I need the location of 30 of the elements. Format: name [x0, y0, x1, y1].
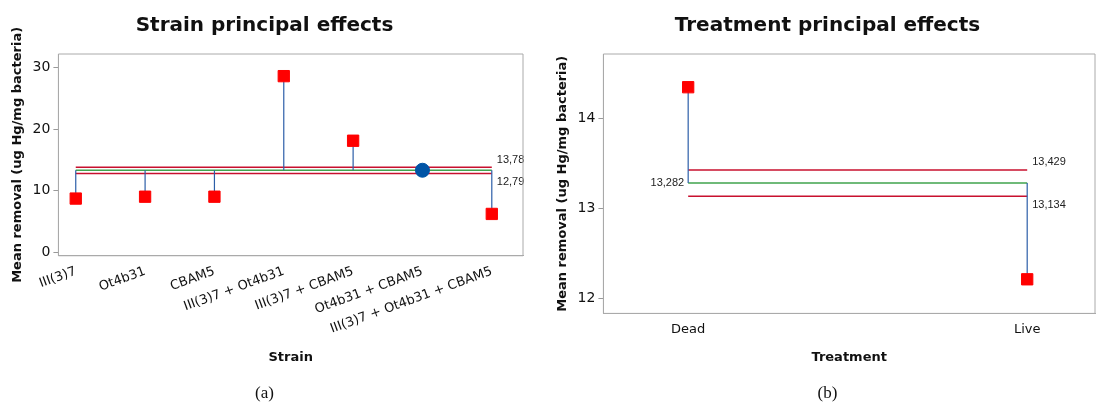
y-tick-label: 13 — [577, 199, 596, 216]
point — [138, 190, 152, 203]
point — [277, 69, 290, 83]
chart-title: Strain principal effects — [135, 12, 394, 37]
ref-line-label: 13,429 — [1032, 155, 1066, 168]
point — [485, 207, 498, 221]
ref-line-label: 12,79 — [496, 174, 525, 187]
y-tick-label: 10 — [32, 181, 51, 198]
x-axis-title: Strain — [268, 349, 313, 365]
text: (a) — [255, 383, 274, 403]
point — [208, 190, 221, 203]
x-tick-label: III(3)7 — [36, 262, 78, 291]
y-tick-label: 12 — [577, 288, 596, 305]
y-tick-label: 20 — [32, 119, 51, 136]
chart-title: Treatment principal effects — [674, 12, 981, 37]
ref-line-label: 13,78 — [496, 152, 525, 165]
y-axis-title: Mean removal (ug Hg/mg bacteria) — [554, 55, 570, 312]
y-tick-label: 30 — [32, 58, 51, 75]
x-tick-label: Live — [1013, 320, 1041, 336]
point — [414, 162, 430, 178]
y-tick-label: 0 — [41, 242, 51, 259]
ref-line-label: 13,282 — [650, 176, 685, 189]
y-tick-label: 14 — [577, 109, 596, 126]
x-axis-title: Treatment — [811, 349, 887, 365]
text: (b) — [817, 383, 838, 403]
x-tick-label: Dead — [671, 320, 706, 336]
ref-line-label: 13,134 — [1032, 197, 1066, 210]
point — [69, 192, 82, 205]
point — [346, 134, 360, 147]
y-axis-title: Mean removal (ug Hg/mg bacteria) — [9, 26, 25, 283]
